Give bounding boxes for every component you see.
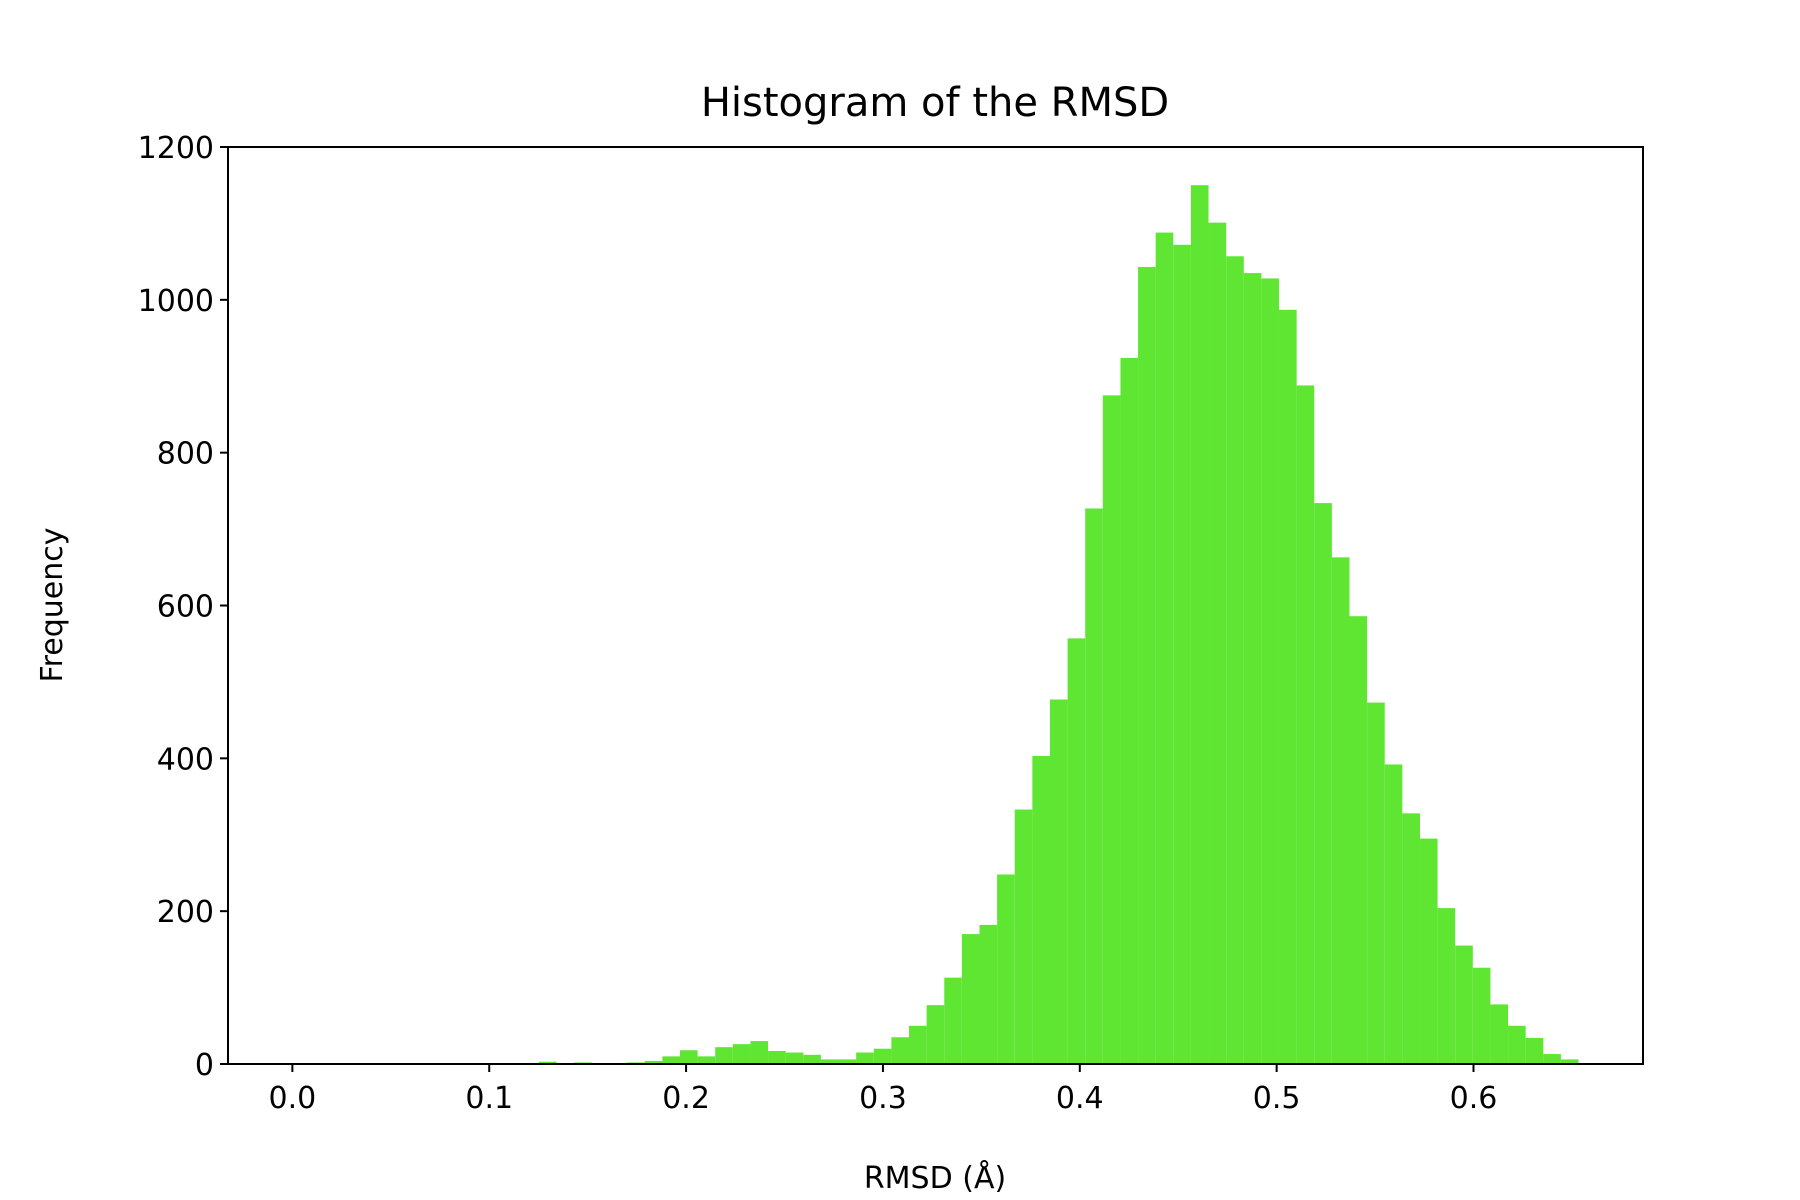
bar [1138, 266, 1156, 1065]
x-tick-label: 0.2 [662, 1081, 710, 1116]
y-tick-label: 400 [157, 742, 214, 777]
bar [1331, 557, 1350, 1064]
bar [926, 1005, 945, 1064]
bar [1296, 385, 1315, 1064]
bar [1367, 702, 1385, 1064]
bar [1384, 764, 1403, 1064]
x-axis-label: RMSD (Å) [864, 1160, 1006, 1196]
bar [1261, 278, 1280, 1065]
y-tick-label: 0 [195, 1048, 214, 1083]
bar [803, 1054, 821, 1064]
bar [1049, 699, 1068, 1064]
x-tick-label: 0.6 [1450, 1081, 1498, 1116]
y-tick-label: 800 [157, 437, 214, 472]
bar [1402, 813, 1420, 1064]
bar [1419, 838, 1438, 1064]
x-tick-label: 0.3 [859, 1081, 907, 1116]
bar [1349, 616, 1368, 1064]
bar [1102, 395, 1121, 1065]
bar [909, 1025, 927, 1064]
bar [944, 977, 962, 1064]
bar [961, 934, 980, 1064]
x-tick-label: 0.5 [1253, 1081, 1301, 1116]
bar [1455, 945, 1473, 1064]
bar [1155, 232, 1174, 1064]
bar [732, 1044, 751, 1064]
x-tick-label: 0.0 [269, 1081, 317, 1116]
bar [1314, 503, 1332, 1064]
y-tick-label: 1200 [138, 131, 214, 166]
bar [768, 1051, 786, 1064]
bar [1472, 967, 1491, 1064]
bar [856, 1052, 874, 1064]
bar [1014, 809, 1033, 1064]
bar [1208, 222, 1227, 1065]
bar [750, 1041, 769, 1064]
bar [1032, 756, 1050, 1064]
bar [1085, 508, 1103, 1065]
bar [697, 1056, 716, 1064]
y-tick-label: 600 [157, 590, 214, 625]
bar [785, 1052, 804, 1064]
bar [1437, 908, 1456, 1064]
bar [1243, 273, 1262, 1064]
bar [715, 1047, 733, 1064]
bar [838, 1059, 857, 1064]
x-tick-label: 0.4 [1056, 1081, 1104, 1116]
bar [1226, 256, 1244, 1064]
bar [1067, 638, 1086, 1064]
bar [662, 1056, 680, 1064]
bar [1543, 1054, 1561, 1064]
bar [873, 1048, 892, 1064]
y-axis-label: Frequency [35, 528, 70, 683]
bar [679, 1050, 698, 1064]
bar [891, 1037, 910, 1064]
bar [979, 924, 998, 1064]
bar [1560, 1059, 1579, 1064]
y-tick-label: 200 [157, 895, 214, 930]
bar [1173, 244, 1191, 1064]
bar [1508, 1025, 1526, 1064]
bar [820, 1059, 839, 1064]
bar [997, 874, 1015, 1064]
y-tick-label: 1000 [138, 284, 214, 319]
bar [644, 1060, 663, 1064]
bar [539, 1061, 557, 1064]
chart-title: Histogram of the RMSD [701, 80, 1169, 126]
bar [1190, 185, 1209, 1065]
bar [1279, 309, 1297, 1065]
x-tick-label: 0.1 [465, 1081, 513, 1116]
bar [1525, 1038, 1544, 1064]
bar [1490, 1004, 1509, 1064]
bar [1120, 357, 1139, 1064]
